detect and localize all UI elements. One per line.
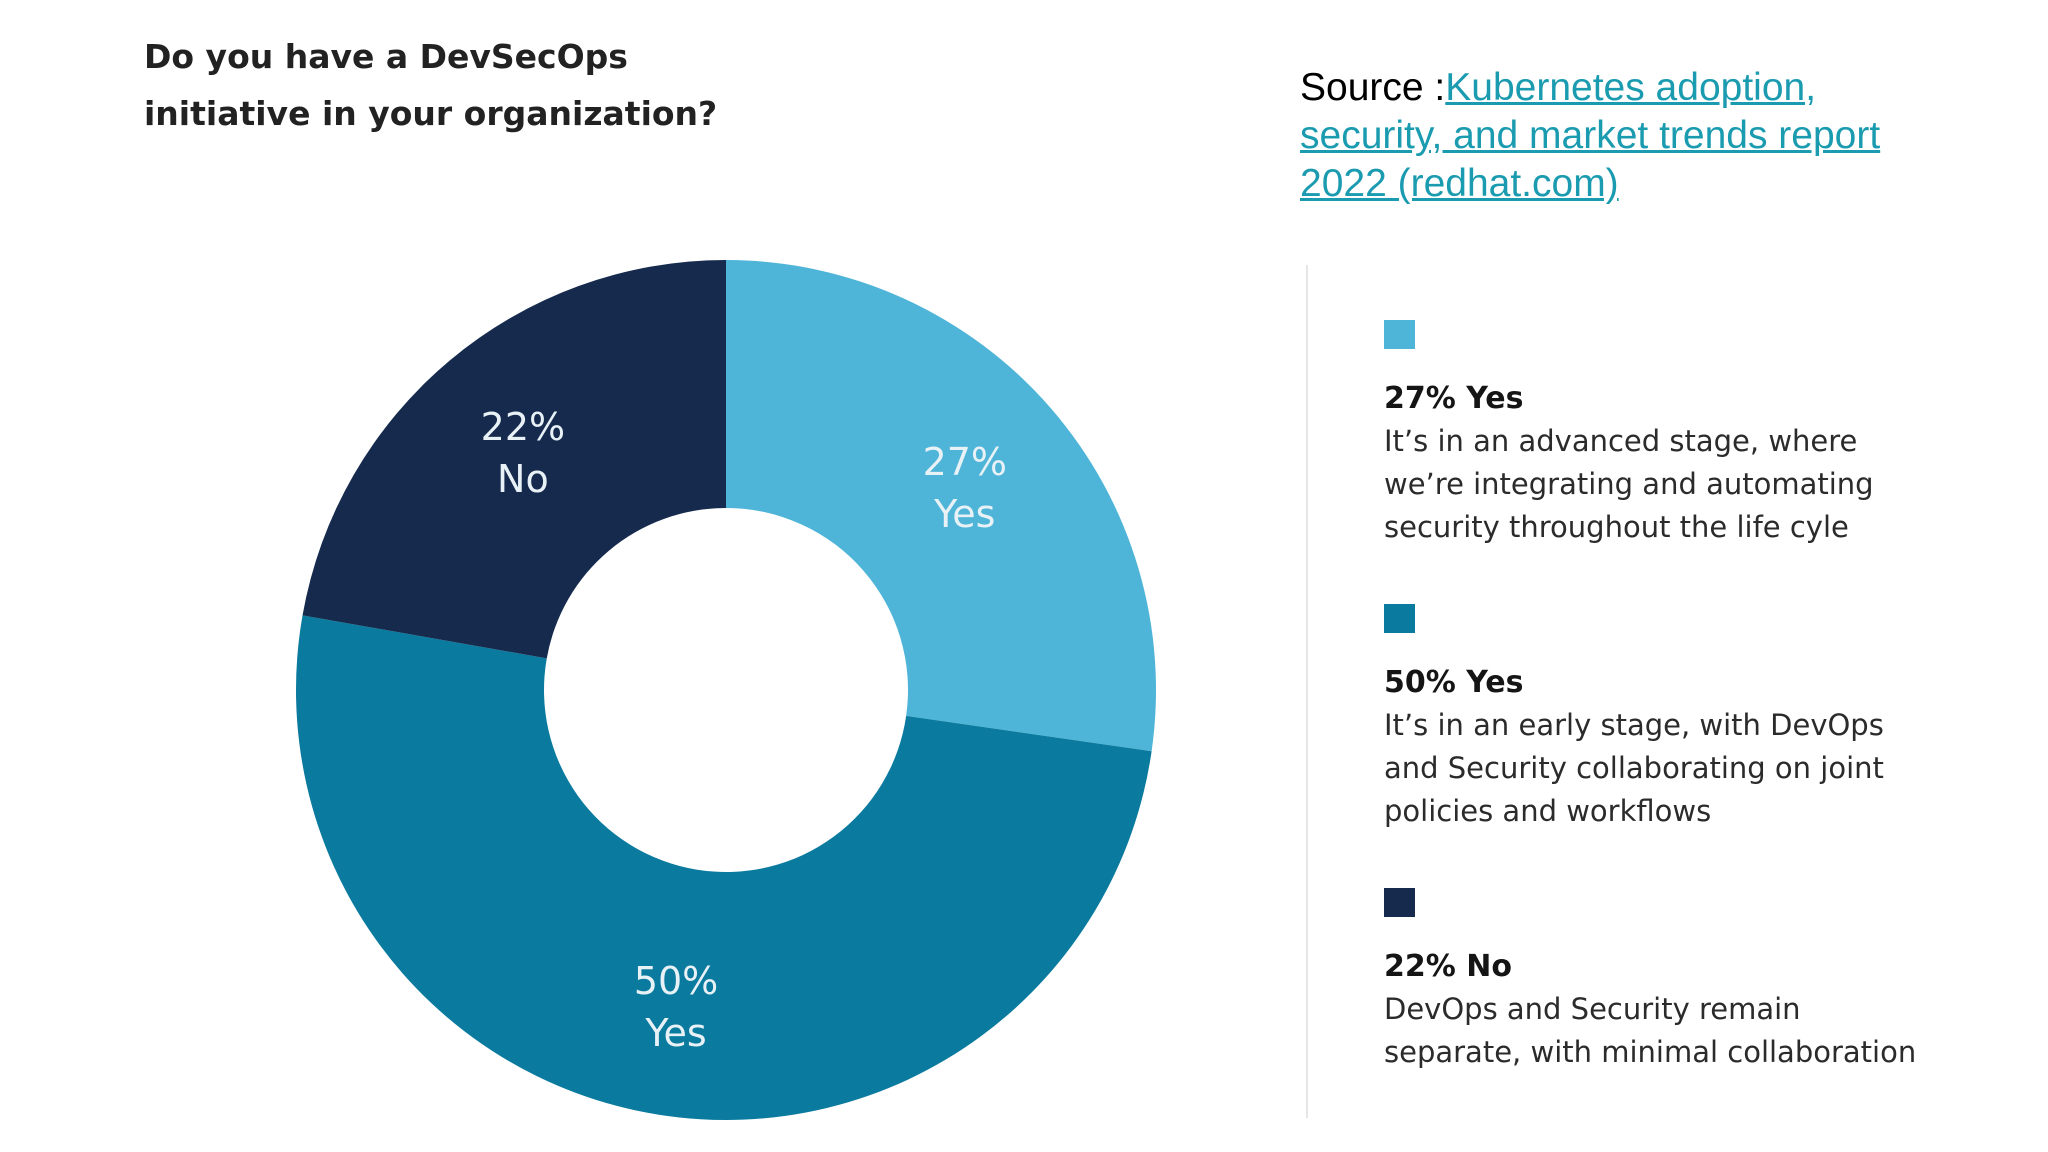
source-link[interactable]: Kubernetes adoption, security, and market…	[1300, 66, 1880, 205]
source-prefix: Source :	[1300, 66, 1446, 109]
legend-description-line: It’s in an early stage, with DevOps	[1384, 708, 1884, 742]
donut-slice-22-no	[302, 260, 726, 659]
legend-description-line: It’s in an advanced stage, where	[1384, 424, 1858, 458]
legend-title: 22% No	[1384, 949, 1512, 984]
donut-slice-27-yes	[726, 260, 1156, 752]
legend-description-line: and Security collaborating on joint	[1384, 751, 1884, 785]
chart-question-title: Do you have a DevSecOps initiative in yo…	[144, 28, 844, 142]
question-line-1: Do you have a DevSecOps	[144, 37, 628, 76]
donut-slice-50-yes	[295, 615, 1152, 1121]
legend-description-line: security throughout the life cyle	[1384, 510, 1849, 544]
legend-item-27-yes: 27% Yes It’s in an advanced stage, where…	[1384, 320, 2004, 549]
donut-chart: 27% Yes 50% Yes 22% No	[295, 260, 1156, 1121]
question-line-2: initiative in your organization?	[144, 94, 718, 133]
slice-category-label: No	[497, 457, 549, 501]
legend-swatch-light-blue	[1384, 320, 1415, 349]
legend-description-line: policies and workflows	[1384, 794, 1712, 828]
legend-description-line: separate, with minimal collaboration	[1384, 1035, 1917, 1069]
legend-title: 50% Yes	[1384, 665, 1524, 700]
legend-divider	[1306, 265, 1308, 1118]
legend-swatch-navy	[1384, 888, 1415, 917]
slice-category-label: Yes	[644, 1011, 706, 1055]
slice-percent-label: 22%	[481, 405, 565, 449]
legend-item-22-no: 22% No DevOps and Security remain separa…	[1384, 888, 2004, 1074]
legend-swatch-teal	[1384, 604, 1415, 633]
source-link-line-2: security, and market trends report	[1300, 114, 1881, 157]
source-link-line-3: 2022 (redhat.com)	[1300, 162, 1619, 205]
source-link-line-1: Kubernetes adoption,	[1445, 66, 1817, 109]
legend-title: 27% Yes	[1384, 381, 1524, 416]
slice-percent-label: 27%	[923, 440, 1007, 484]
legend-item-50-yes: 50% Yes It’s in an early stage, with Dev…	[1384, 604, 2004, 833]
slice-category-label: Yes	[933, 492, 995, 536]
slice-percent-label: 50%	[634, 959, 718, 1003]
legend-description-line: DevOps and Security remain	[1384, 992, 1801, 1026]
source-citation: Source :Kubernetes adoption, security, an…	[1300, 64, 2000, 208]
legend-description-line: we’re integrating and automating	[1384, 467, 1874, 501]
